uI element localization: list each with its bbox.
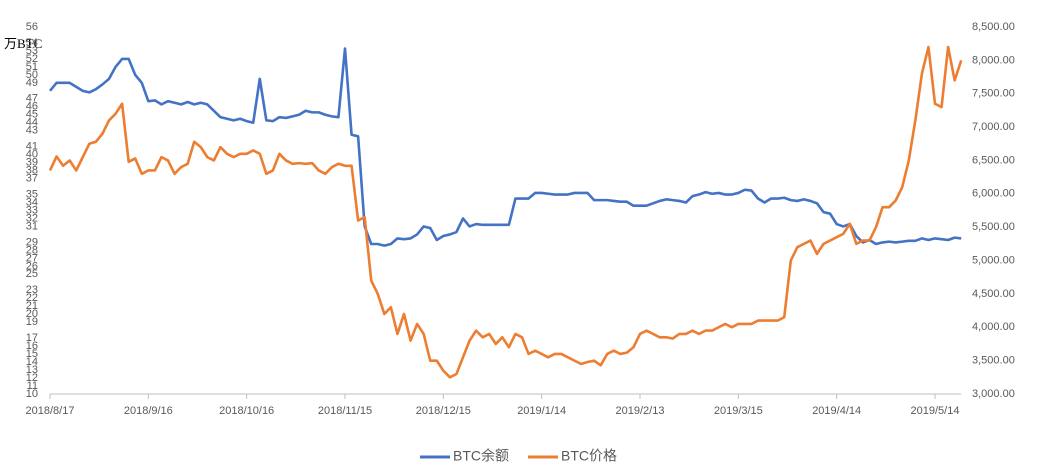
y2-tick-label: 4,500.00 bbox=[972, 288, 1015, 300]
y2-tick-label: 8,500.00 bbox=[972, 21, 1015, 33]
y-tick-label: 29 bbox=[26, 236, 38, 248]
x-tick-label: 2018/11/15 bbox=[318, 405, 372, 417]
y-tick-label: 39 bbox=[26, 157, 38, 169]
y-tick-label: 47 bbox=[26, 93, 38, 105]
y-tick-label: 44 bbox=[26, 117, 38, 129]
y-tick-label: 41 bbox=[26, 141, 38, 153]
legend-label: BTC价格 bbox=[561, 448, 617, 464]
y-tick-label: 16 bbox=[26, 340, 38, 352]
y-tick-label: 14 bbox=[26, 356, 38, 368]
series-line bbox=[48, 45, 963, 379]
y-tick-label: 15 bbox=[26, 348, 38, 360]
y-tick-label: 10 bbox=[26, 388, 38, 400]
y2-tick-label: 5,500.00 bbox=[972, 221, 1015, 233]
y-tick-label: 21 bbox=[26, 300, 38, 312]
y2-tick-label: 5,000.00 bbox=[972, 254, 1015, 266]
y-tick-label: 13 bbox=[26, 364, 38, 376]
y-tick-label: 40 bbox=[26, 149, 38, 161]
y-tick-label: 25 bbox=[26, 268, 38, 280]
y-tick-label: 20 bbox=[26, 308, 38, 320]
y2-tick-label: 3,500.00 bbox=[972, 355, 1015, 367]
x-tick-label: 2019/3/15 bbox=[714, 405, 763, 417]
y-tick-label: 52 bbox=[26, 53, 38, 65]
x-tick-label: 2018/9/16 bbox=[124, 405, 173, 417]
y-tick-label: 23 bbox=[26, 284, 38, 296]
x-tick-label: 2019/5/14 bbox=[911, 405, 960, 417]
y-tick-label: 38 bbox=[26, 165, 38, 177]
legend-label: BTC余额 bbox=[453, 448, 509, 464]
x-tick-label: 2019/1/14 bbox=[517, 405, 566, 417]
y2-tick-label: 8,000.00 bbox=[972, 54, 1015, 66]
y-tick-label: 45 bbox=[26, 109, 38, 121]
y-tick-label: 54 bbox=[26, 37, 38, 49]
y2-tick-label: 6,000.00 bbox=[972, 188, 1015, 200]
y-tick-label: 50 bbox=[26, 69, 38, 81]
y-tick-label: 12 bbox=[26, 372, 38, 384]
y-axis-title: 万BTC bbox=[4, 36, 42, 51]
y-tick-label: 28 bbox=[26, 244, 38, 256]
y-tick-label: 32 bbox=[26, 212, 38, 224]
y-tick-label: 31 bbox=[26, 220, 38, 232]
y-tick-label: 35 bbox=[26, 188, 38, 200]
x-tick-label: 2018/12/15 bbox=[416, 405, 471, 417]
y-tick-label: 27 bbox=[26, 252, 38, 264]
y-tick-label: 34 bbox=[26, 196, 38, 208]
y-tick-label: 43 bbox=[26, 125, 38, 137]
y-tick-label: 22 bbox=[26, 292, 38, 304]
y-tick-label: 33 bbox=[26, 204, 38, 216]
y-tick-label: 26 bbox=[26, 260, 38, 272]
x-tick-label: 2019/2/13 bbox=[616, 405, 665, 417]
y2-tick-label: 7,000.00 bbox=[972, 121, 1015, 133]
y2-tick-label: 3,000.00 bbox=[972, 388, 1015, 400]
y-tick-label: 37 bbox=[26, 172, 38, 184]
y-tick-label: 11 bbox=[27, 380, 38, 392]
y-tick-label: 19 bbox=[26, 316, 38, 328]
series-line bbox=[48, 47, 962, 247]
y-tick-label: 51 bbox=[26, 61, 38, 73]
y-tick-label: 53 bbox=[26, 45, 38, 57]
x-tick-label: 2019/4/14 bbox=[812, 405, 861, 417]
x-tick-label: 2018/8/17 bbox=[26, 405, 75, 417]
y-tick-label: 49 bbox=[26, 77, 38, 89]
y2-tick-label: 7,500.00 bbox=[972, 88, 1015, 100]
y-tick-label: 56 bbox=[26, 21, 38, 33]
y-tick-label: 17 bbox=[26, 332, 38, 344]
y2-tick-label: 4,000.00 bbox=[972, 321, 1015, 333]
x-tick-label: 2018/10/16 bbox=[219, 405, 274, 417]
y2-tick-label: 6,500.00 bbox=[972, 154, 1015, 166]
y-tick-label: 46 bbox=[26, 101, 38, 113]
